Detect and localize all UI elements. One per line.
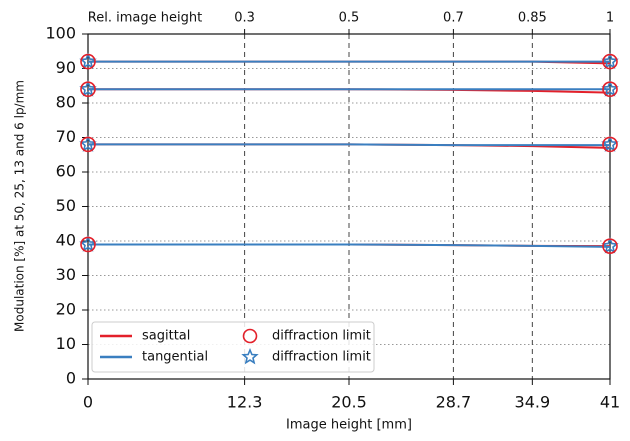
diffraction-marker: [79, 135, 97, 152]
top-tick-label: 1: [606, 11, 614, 26]
x-tick-label: 41: [600, 393, 620, 412]
top-tick-label: 0.7: [443, 11, 464, 26]
legend-label: sagittal: [142, 329, 190, 344]
y-tick-label: 20: [56, 300, 76, 319]
x-tick-label: 28.7: [436, 393, 472, 412]
legend-label: diffraction limit: [272, 350, 371, 365]
diffraction-marker: [80, 236, 96, 253]
y-axis-label: Modulation [%] at 50, 25, 13 and 6 lp/mm: [13, 80, 27, 332]
diffraction-marker: [79, 80, 97, 97]
legend-box: [91, 321, 375, 373]
y-tick-label: 50: [56, 196, 76, 215]
diffraction-marker: [601, 52, 619, 70]
series-line: [88, 243, 611, 248]
top-tick-label: 0.5: [339, 11, 360, 26]
plot-frame: [87, 33, 611, 380]
legend-marker: [241, 347, 259, 365]
y-tick-label: 30: [56, 265, 76, 284]
diffraction-marker: [80, 136, 96, 153]
diffraction-marker: [601, 135, 619, 152]
top-axis-label: Rel. image height: [88, 11, 202, 26]
y-tick-label: 0: [66, 369, 76, 388]
legend-label: tangential: [142, 350, 208, 365]
diffraction-marker: [601, 80, 619, 97]
legend-marker: [242, 328, 258, 344]
y-tick-label: 90: [56, 58, 76, 77]
y-tick-label: 80: [56, 93, 76, 112]
diffraction-marker: [79, 235, 97, 252]
x-axis-label: Image height [mm]: [286, 418, 412, 433]
series-line: [88, 143, 610, 147]
diffraction-marker: [602, 238, 618, 254]
legend-label: diffraction limit: [272, 329, 371, 344]
x-tick-label: 20.5: [331, 393, 367, 412]
y-tick-label: 60: [56, 162, 76, 181]
x-tick-label: 34.9: [515, 393, 551, 412]
y-tick-label: 70: [56, 127, 76, 146]
x-tick-label: 0: [83, 393, 93, 412]
y-tick-label: 40: [56, 231, 76, 250]
diffraction-marker: [79, 52, 97, 70]
diffraction-marker: [602, 53, 618, 70]
diffraction-marker: [602, 136, 618, 153]
y-tick-label: 100: [45, 24, 76, 43]
top-tick-label: 0.3: [234, 11, 255, 26]
diffraction-marker: [80, 53, 96, 70]
y-tick-label: 10: [56, 334, 76, 353]
diffraction-marker: [601, 237, 619, 254]
diffraction-marker: [80, 81, 96, 97]
top-tick-label: 0.85: [518, 11, 547, 26]
x-tick-label: 12.3: [227, 393, 263, 412]
diffraction-marker: [602, 81, 618, 97]
